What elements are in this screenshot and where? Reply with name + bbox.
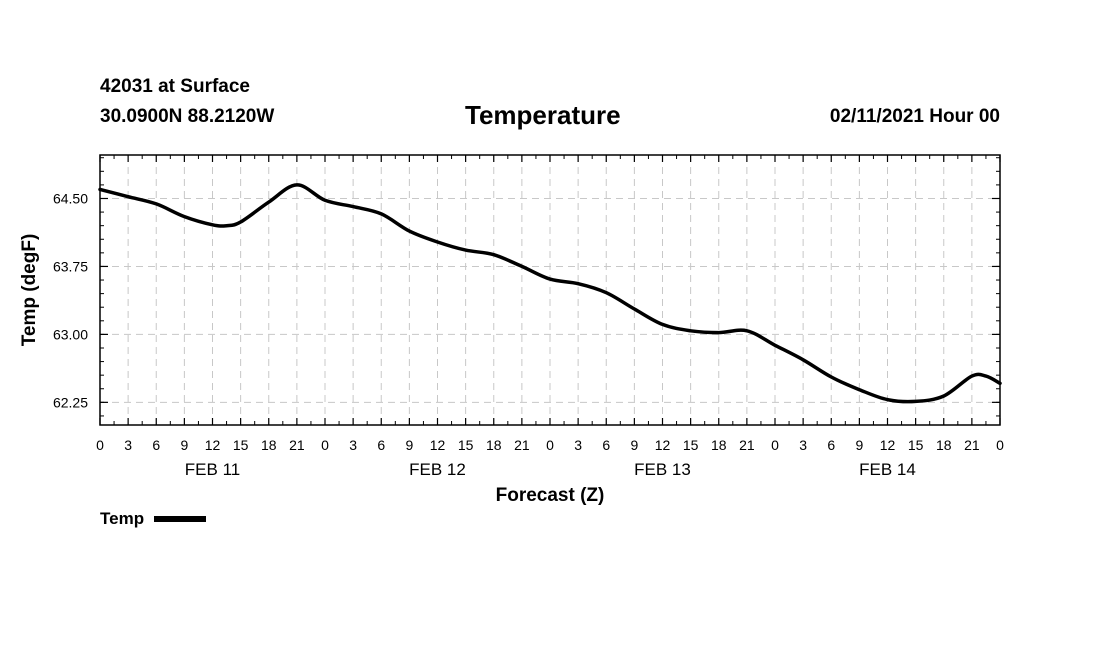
x-tick-label: 6	[602, 437, 610, 453]
x-tick-label: 3	[124, 437, 132, 453]
x-tick-label: 18	[261, 437, 277, 453]
x-tick-label: 15	[233, 437, 249, 453]
x-tick-label: 18	[711, 437, 727, 453]
x-tick-label: 12	[880, 437, 896, 453]
x-tick-label: 9	[180, 437, 188, 453]
x-tick-label: 0	[771, 437, 779, 453]
x-day-label: FEB 14	[859, 460, 916, 479]
x-tick-label: 12	[205, 437, 221, 453]
x-tick-label: 15	[458, 437, 474, 453]
x-tick-label: 12	[430, 437, 446, 453]
legend-label: Temp	[100, 509, 145, 528]
x-tick-label: 3	[574, 437, 582, 453]
x-tick-label: 9	[630, 437, 638, 453]
x-axis-label: Forecast (Z)	[496, 485, 605, 506]
y-tick-label: 63.00	[53, 326, 88, 342]
y-tick-label: 64.50	[53, 190, 88, 206]
x-tick-label: 15	[683, 437, 699, 453]
legend: Temp	[100, 509, 207, 529]
x-tick-label: 9	[405, 437, 413, 453]
station-coordinates: 30.0900N 88.2120W	[100, 106, 275, 127]
x-tick-label: 0	[96, 437, 104, 453]
forecast-datetime: 02/11/2021 Hour 00	[829, 106, 1000, 127]
x-tick-label: 6	[152, 437, 160, 453]
x-day-label: FEB 13	[634, 460, 691, 479]
x-tick-label: 9	[855, 437, 863, 453]
x-tick-label: 0	[996, 437, 1004, 453]
legend-swatch-temp	[154, 516, 207, 522]
x-tick-label: 15	[908, 437, 924, 453]
x-tick-label: 3	[799, 437, 807, 453]
x-tick-label: 21	[514, 437, 530, 453]
x-tick-label: 18	[936, 437, 952, 453]
ticks-layer	[99, 155, 1001, 425]
x-day-label: FEB 11	[185, 460, 240, 479]
x-tick-label: 12	[655, 437, 671, 453]
y-tick-label: 62.25	[53, 394, 88, 410]
x-tick-label: 21	[739, 437, 755, 453]
x-tick-label: 21	[289, 437, 305, 453]
y-tick-label: 63.75	[53, 258, 88, 274]
x-tick-label: 6	[827, 437, 835, 453]
chart-title: Temperature	[465, 100, 621, 130]
y-axis-label: Temp (degF)	[19, 234, 40, 347]
x-tick-label: 0	[546, 437, 554, 453]
grid-lines	[100, 155, 1000, 425]
x-tick-label: 3	[349, 437, 357, 453]
x-tick-label: 18	[486, 437, 502, 453]
x-tick-label: 21	[964, 437, 980, 453]
labels-layer: 0 3 6 9 12 15 18 21 0 3 6 9 12 15 18 21 0 3 6 9 12 15 18 21 0 3 6 9…	[19, 190, 1004, 506]
x-tick-label: 6	[377, 437, 385, 453]
x-tick-label: 0	[321, 437, 329, 453]
x-day-label: FEB 12	[409, 460, 466, 479]
station-label: 42031 at Surface	[100, 76, 250, 97]
